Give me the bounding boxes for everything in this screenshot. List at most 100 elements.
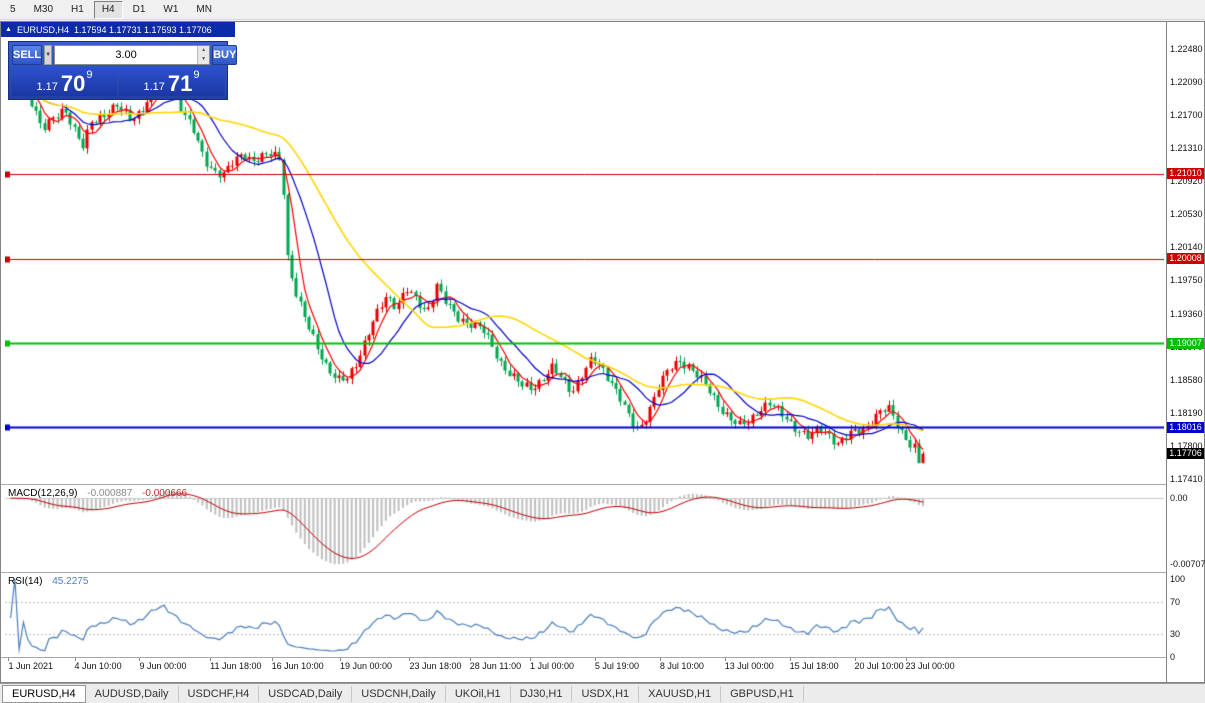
rsi-name: RSI(14) — [8, 576, 43, 587]
chevron-down-icon: ▼ — [45, 52, 52, 58]
time-axis-label: 23 Jul 00:00 — [905, 661, 955, 671]
hline-price-tag: 1.18016 — [1167, 421, 1204, 433]
ask-main-digits: 71 — [167, 71, 193, 96]
price-axis-tick: 1.18190 — [1170, 407, 1203, 418]
time-axis-tick — [469, 658, 471, 661]
price-axis-tick: 1.21310 — [1170, 143, 1203, 154]
time-axis-tick — [210, 658, 212, 661]
timeframe-button-w1[interactable]: W1 — [163, 3, 179, 15]
panel-splitter-macd[interactable] — [1, 484, 1166, 485]
macd-indicator-label: MACD(12,26,9) -0.000887 -0.000666 — [8, 488, 187, 499]
bid-integer-part: 1.17 — [36, 81, 58, 93]
volume-dropdown-button[interactable]: ▼ — [44, 45, 53, 65]
hline-price-tag: 1.19007 — [1167, 337, 1204, 349]
macd-name: MACD(12,26,9) — [8, 488, 78, 499]
time-axis-tick — [8, 658, 10, 661]
ask-price-display: 1.17 71 9 — [119, 67, 224, 96]
time-axis-label: 13 Jul 00:00 — [724, 661, 774, 671]
chart-tab-eurusd-h4[interactable]: EURUSD,H4 — [2, 684, 86, 703]
price-axis-tick: 1.18580 — [1170, 374, 1203, 385]
time-axis-label: 19 Jun 00:00 — [339, 661, 392, 671]
chart-tab-usdcad-daily[interactable]: USDCAD,Daily — [259, 685, 353, 702]
chart-symbol-label: EURUSD,H4 — [16, 24, 69, 35]
price-axis-tick: 1.21700 — [1170, 110, 1203, 121]
chart-tab-usdx-h1[interactable]: USDX,H1 — [572, 685, 640, 702]
price-axis-tick: 1.22090 — [1170, 77, 1203, 88]
time-axis-tick — [854, 658, 856, 661]
timeframe-button-h4[interactable]: H4 — [93, 0, 123, 19]
time-axis-label: 9 Jun 00:00 — [139, 661, 187, 671]
price-axis-tick: 1.17800 — [1170, 440, 1203, 451]
time-axis-tick — [724, 658, 726, 661]
time-axis-divider — [1, 657, 1166, 658]
current-price-tag: 1.17706 — [1167, 448, 1204, 460]
chart-tab-audusd-daily[interactable]: AUDUSD,Daily — [86, 685, 179, 702]
chart-ohlc-values: 1.17594 1.17731 1.17593 1.17706 — [73, 24, 212, 35]
time-axis-tick — [339, 658, 341, 661]
chart-tab-gbpusd-h1[interactable]: GBPUSD,H1 — [721, 685, 804, 702]
chart-tab-dj30-h1[interactable]: DJ30,H1 — [511, 685, 573, 702]
rsi-axis-tick: 30 — [1170, 628, 1181, 639]
time-axis-tick — [271, 658, 273, 661]
rsi-axis-tick: 70 — [1170, 597, 1181, 608]
collapse-icon: ▲ — [5, 26, 12, 33]
volume-increase-button[interactable]: ▲ — [198, 46, 210, 55]
timeframe-button-5[interactable]: 5 — [10, 3, 16, 15]
time-axis-label: 8 Jul 10:00 — [659, 661, 704, 671]
time-axis-label: 16 Jun 10:00 — [271, 661, 324, 671]
timeframe-button-d1[interactable]: D1 — [132, 3, 146, 15]
time-axis-label: 1 Jul 00:00 — [530, 661, 575, 671]
panel-splitter-rsi[interactable] — [1, 572, 1166, 573]
price-axis-border — [1166, 21, 1167, 682]
volume-spinner: ▲ ▼ — [54, 45, 211, 65]
volume-input[interactable] — [55, 46, 198, 64]
chart-tab-usdcnh-daily[interactable]: USDCNH,Daily — [352, 685, 446, 702]
timeframe-button-h1[interactable]: H1 — [71, 3, 84, 15]
macd-indicator-canvas[interactable] — [5, 487, 1164, 571]
timeframe-button-mn[interactable]: MN — [196, 3, 212, 15]
rsi-axis-tick: 100 — [1170, 573, 1186, 584]
volume-spin-buttons: ▲ ▼ — [197, 46, 210, 64]
chart-tab-usdchf-h4[interactable]: USDCHF,H4 — [179, 685, 260, 702]
rsi-value: 45.2275 — [52, 576, 89, 587]
time-axis-label: 4 Jun 10:00 — [74, 661, 122, 671]
price-axis-tick: 1.20920 — [1170, 176, 1203, 187]
time-axis-tick — [905, 658, 907, 661]
volume-decrease-button[interactable]: ▼ — [198, 55, 210, 64]
time-axis-label: 28 Jun 11:00 — [469, 661, 522, 671]
macd-axis-tick: -0.00707 — [1170, 559, 1205, 570]
time-axis-label: 20 Jul 10:00 — [854, 661, 904, 671]
rsi-indicator-canvas[interactable] — [5, 575, 1164, 657]
ask-integer-part: 1.17 — [143, 81, 165, 93]
chart-title-bar[interactable]: ▲ EURUSD,H4 1.17594 1.17731 1.17593 1.17… — [1, 22, 235, 37]
sell-button[interactable]: SELL — [12, 45, 43, 65]
bid-pip-digit: 9 — [86, 69, 93, 81]
time-axis-tick — [530, 658, 532, 661]
macd-signal-value: -0.000666 — [142, 488, 188, 499]
time-axis-label: 11 Jun 18:00 — [210, 661, 262, 671]
bid-price-display: 1.17 70 9 — [12, 67, 117, 96]
timeframe-toolbar: 5 M30 H1 H4 D1 W1 MN — [0, 0, 1205, 20]
time-axis-tick — [139, 658, 141, 661]
timeframe-button-m30[interactable]: M30 — [33, 3, 54, 15]
time-axis-tick — [659, 658, 661, 661]
time-axis-tick — [789, 658, 791, 661]
time-axis-label: 23 Jun 18:00 — [409, 661, 462, 671]
price-axis-tick: 1.19360 — [1170, 308, 1203, 319]
macd-main-value: -0.000887 — [87, 488, 133, 499]
time-axis-label: 15 Jul 18:00 — [789, 661, 839, 671]
price-axis-tick: 1.20140 — [1170, 242, 1203, 253]
price-axis-tick: 1.22480 — [1170, 44, 1203, 55]
price-axis-tick: 1.17410 — [1170, 473, 1203, 484]
time-axis-tick — [409, 658, 411, 661]
bid-main-digits: 70 — [60, 71, 86, 96]
chart-tab-ukoil-h1[interactable]: UKOil,H1 — [446, 685, 511, 702]
time-axis-label: 5 Jul 19:00 — [594, 661, 639, 671]
time-axis-tick — [74, 658, 76, 661]
price-axis-tick: 1.20530 — [1170, 209, 1203, 220]
chart-tabs-bar: EURUSD,H4 AUDUSD,Daily USDCHF,H4 USDCAD,Dai… — [0, 683, 1205, 703]
ask-pip-digit: 9 — [193, 69, 200, 81]
chart-tab-xauusd-h1[interactable]: XAUUSD,H1 — [639, 685, 722, 702]
buy-button[interactable]: BUY — [212, 45, 238, 65]
